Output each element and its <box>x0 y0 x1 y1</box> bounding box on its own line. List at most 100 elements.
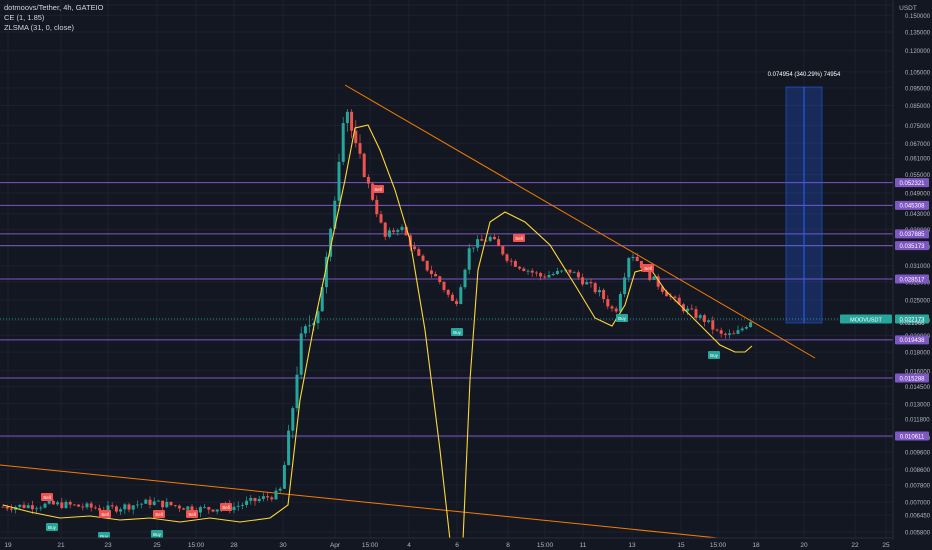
candle-body <box>324 256 328 288</box>
candle-body <box>190 506 194 512</box>
x-tick-label: 13 <box>628 542 636 549</box>
candle-body <box>5 506 9 509</box>
candle-body <box>417 249 421 256</box>
candle-body <box>497 239 501 247</box>
candle-body <box>156 500 160 502</box>
candle-body <box>215 509 219 512</box>
candle-body <box>413 246 417 250</box>
level-tag <box>895 431 929 441</box>
candle-body <box>9 508 13 510</box>
candle-body <box>425 260 429 271</box>
candle-body <box>404 226 408 236</box>
signal-label: Buy <box>48 525 57 530</box>
candle-body <box>555 270 559 274</box>
candle-body <box>303 326 307 334</box>
sell-signal <box>513 234 525 242</box>
signal-label: Sell <box>155 512 163 517</box>
signal-label: Sell <box>644 266 652 271</box>
candle-body <box>236 505 240 507</box>
candle-body <box>728 333 732 335</box>
candle-body <box>198 507 202 513</box>
signal-label: Sell <box>222 505 230 510</box>
legend-indicator-zlsma[interactable]: ZLSMA (31, 0, close) <box>4 23 75 32</box>
level-tag <box>895 200 929 210</box>
candle-body <box>320 287 324 312</box>
candle-body <box>291 408 295 431</box>
candle-body <box>152 501 156 505</box>
signal-label: Buy <box>618 316 627 321</box>
y-tick-label: 0.031000 <box>905 264 931 270</box>
signal-label: Buy <box>153 532 162 537</box>
y-tick-label: 0.006450 <box>905 514 931 520</box>
candle-body <box>652 276 656 280</box>
candle-body <box>341 123 345 162</box>
candle-body <box>513 261 517 267</box>
legend-indicator-ce[interactable]: CE (1, 1.85) <box>4 13 45 22</box>
y-tick-label: 0.011800 <box>905 418 930 424</box>
level-tag-label: 0.028517 <box>899 277 925 283</box>
candle-body <box>1 506 5 508</box>
y-tick-label: 0.085000 <box>905 104 931 110</box>
buy-signal <box>46 523 58 531</box>
x-tick-label: 25 <box>882 542 890 549</box>
x-tick-label: 15 <box>677 542 685 549</box>
grid <box>0 0 893 538</box>
candle-body <box>610 306 614 309</box>
candle-body <box>379 214 383 223</box>
y-tick-label: 0.095000 <box>905 86 931 92</box>
candle-body <box>669 296 673 298</box>
candle-body <box>442 281 446 290</box>
sell-signal <box>372 185 384 193</box>
candle-body <box>560 270 564 272</box>
level-tag-label: 0.010611 <box>900 434 925 440</box>
candle-body <box>366 176 370 184</box>
candle-body <box>148 499 152 505</box>
y-tick-label: 0.150000 <box>905 14 931 20</box>
level-tag <box>895 373 929 383</box>
candle-body <box>253 497 257 502</box>
y-tick-label: 0.055000 <box>905 173 931 179</box>
candle-body <box>396 230 400 232</box>
candle-body <box>249 497 253 501</box>
candle-body <box>656 276 660 287</box>
candle-body <box>698 315 702 318</box>
signal-label: Buy <box>100 534 109 539</box>
candle-body <box>711 320 715 330</box>
level-tag <box>895 335 929 345</box>
sell-signal <box>186 510 198 518</box>
candle-body <box>358 143 362 154</box>
sell-signal <box>642 264 654 272</box>
candle-body <box>43 503 47 508</box>
candle-body <box>354 130 358 144</box>
horizontal-levels <box>0 182 893 437</box>
x-tick-label: 28 <box>230 542 238 549</box>
candle-body <box>492 236 496 240</box>
candle-body <box>438 276 442 282</box>
legend-symbol[interactable]: dotmoovs/Tether, 4h, GATEIO <box>4 3 104 12</box>
candle-body <box>568 269 572 273</box>
candle-body <box>232 506 236 511</box>
y-tick-label: 0.105000 <box>905 70 931 76</box>
candle-body <box>98 508 102 511</box>
buy-signal <box>451 328 463 336</box>
candle-body <box>161 500 165 508</box>
candle-body <box>702 315 706 322</box>
candle-body <box>93 507 97 509</box>
candle-body <box>593 283 597 293</box>
signal-label: Sell <box>374 187 382 192</box>
candle-body <box>400 226 404 231</box>
candle-body <box>177 505 181 509</box>
candle-body <box>333 200 337 229</box>
candle-body <box>329 228 333 257</box>
candle-body <box>119 509 123 512</box>
candle-body <box>240 504 244 506</box>
candle-body <box>585 282 589 285</box>
x-tick-label: 25 <box>153 542 161 549</box>
candle-body <box>51 501 55 505</box>
candle-body <box>131 505 135 510</box>
candle-body <box>295 374 299 409</box>
candle-body <box>694 309 698 318</box>
candle-body <box>635 256 639 261</box>
y-tick-label: 0.067000 <box>905 142 931 148</box>
